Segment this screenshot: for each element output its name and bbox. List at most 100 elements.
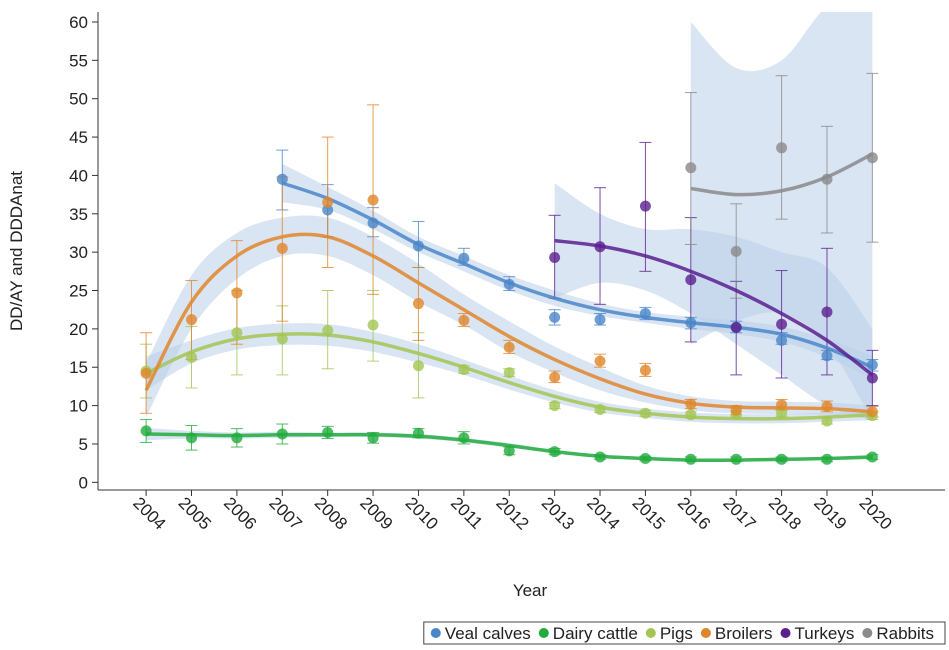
data-point — [776, 318, 788, 330]
data-point — [821, 173, 833, 185]
data-point — [276, 173, 288, 185]
legend-marker — [538, 628, 549, 638]
data-point — [412, 360, 424, 372]
data-point — [594, 355, 606, 367]
data-point — [685, 317, 697, 329]
data-point — [549, 371, 561, 383]
data-point — [866, 451, 878, 463]
data-point — [730, 321, 742, 333]
data-point — [549, 252, 561, 264]
fit-line — [690, 152, 874, 197]
data-point — [276, 428, 288, 440]
data-point — [821, 453, 833, 465]
x-tick-label: 2009 — [356, 493, 396, 533]
data-point — [367, 319, 379, 331]
y-tick-label: 20 — [69, 320, 88, 339]
legend-marker — [862, 628, 873, 638]
legend-label: Broilers — [715, 624, 773, 643]
x-tick-label: 2004 — [129, 493, 169, 533]
data-point — [776, 453, 788, 465]
y-tick-label: 45 — [69, 128, 88, 147]
fit-line — [145, 332, 873, 421]
x-tick-label: 2011 — [447, 493, 486, 532]
data-point — [685, 453, 697, 465]
data-point — [322, 426, 334, 438]
data-point — [639, 407, 651, 419]
y-tick-label: 50 — [69, 90, 88, 109]
data-point — [866, 152, 878, 164]
data-point — [276, 242, 288, 254]
legend-label: Turkeys — [795, 624, 855, 643]
x-tick-label: 2015 — [629, 493, 669, 533]
data-point — [140, 367, 152, 379]
legend-marker — [645, 628, 656, 638]
data-point — [639, 308, 651, 320]
data-point — [503, 445, 515, 457]
x-tick-label: 2008 — [311, 493, 351, 533]
legend-label: Rabbits — [876, 624, 934, 643]
data-point — [322, 204, 334, 216]
y-tick-label: 40 — [69, 166, 88, 185]
legend-label: Dairy cattle — [553, 624, 638, 643]
legend-label: Veal calves — [445, 624, 531, 643]
data-point — [639, 364, 651, 376]
legend-label: Pigs — [660, 624, 693, 643]
x-axis-label: Year — [513, 581, 548, 600]
data-point — [776, 407, 788, 419]
data-point — [367, 217, 379, 229]
y-tick-label: 25 — [69, 282, 88, 301]
data-point — [186, 351, 198, 363]
data-point — [503, 278, 515, 290]
y-tick-label: 10 — [69, 397, 88, 416]
y-tick-label: 5 — [79, 435, 88, 454]
data-point — [276, 333, 288, 345]
data-point — [639, 453, 651, 465]
data-point — [503, 341, 515, 353]
x-tick-label: 2005 — [175, 493, 215, 533]
data-point — [231, 327, 243, 339]
x-tick-label: 2012 — [492, 493, 532, 533]
x-tick-label: 2018 — [765, 493, 805, 533]
y-tick-label: 60 — [69, 13, 88, 32]
data-point — [549, 446, 561, 458]
data-point — [186, 314, 198, 326]
legend-marker — [700, 628, 711, 638]
data-point — [685, 162, 697, 174]
data-point — [866, 372, 878, 384]
y-axis-label: DD/AY and DDDAnat — [7, 171, 26, 331]
data-point — [685, 398, 697, 410]
data-point — [322, 324, 334, 336]
legend: Veal calves Dairy cattle Pigs Broilers Turke… — [423, 621, 946, 645]
data-point — [367, 432, 379, 444]
data-point — [231, 432, 243, 444]
y-tick-label: 0 — [79, 473, 88, 492]
x-tick-label: 2010 — [402, 493, 442, 533]
data-point — [458, 314, 470, 326]
data-point — [730, 453, 742, 465]
x-tick-label: 2016 — [674, 493, 714, 533]
data-point — [549, 311, 561, 323]
data-point — [776, 399, 788, 411]
data-point — [639, 200, 651, 212]
data-point — [730, 404, 742, 416]
data-point — [458, 252, 470, 264]
data-point — [594, 403, 606, 415]
data-point — [594, 451, 606, 463]
data-point — [776, 334, 788, 346]
data-point — [821, 350, 833, 362]
data-point — [549, 400, 561, 412]
data-point — [503, 367, 515, 379]
data-point — [458, 432, 470, 444]
data-point — [594, 241, 606, 253]
data-point — [186, 432, 198, 444]
y-tick-label: 55 — [69, 51, 88, 70]
y-tick-label: 15 — [69, 358, 88, 377]
plot-area — [140, 12, 879, 465]
data-point — [821, 415, 833, 427]
y-tick-label: 35 — [69, 205, 88, 224]
data-point — [730, 245, 742, 257]
data-point — [866, 359, 878, 371]
data-point — [685, 409, 697, 421]
x-tick-label: 2006 — [220, 493, 260, 533]
fit-line — [144, 232, 873, 414]
